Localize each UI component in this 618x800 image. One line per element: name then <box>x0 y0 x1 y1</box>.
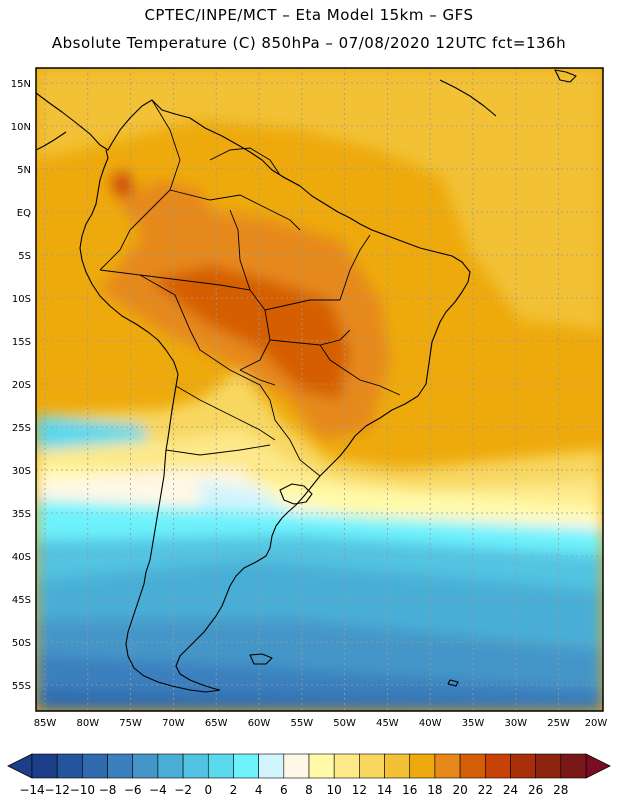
latitude-axis: 15N 10N 5N EQ 5S 10S 15S 20S 25S 30S 35S… <box>11 79 31 692</box>
lat-label: 40S <box>12 552 31 563</box>
colorbar-label: 24 <box>503 783 518 797</box>
lon-label: 70W <box>162 718 185 729</box>
colorbar-label: 18 <box>427 783 442 797</box>
lat-label: 50S <box>12 638 31 649</box>
lon-label: 50W <box>333 718 356 729</box>
lon-label: 40W <box>419 718 442 729</box>
lon-label: 65W <box>205 718 228 729</box>
colorbar-swatch <box>459 753 486 779</box>
colorbar-swatch <box>31 753 58 779</box>
colorbar-swatch <box>107 753 134 779</box>
lat-label: 15N <box>11 79 31 90</box>
colorbar-label: 20 <box>452 783 467 797</box>
colorbar-swatch <box>484 753 511 779</box>
map-frame <box>35 67 604 712</box>
lat-label: 20S <box>12 380 31 391</box>
colorbar-label: 14 <box>377 783 392 797</box>
colorbar-label: 16 <box>402 783 417 797</box>
colorbar-swatch <box>233 753 259 779</box>
colorbar-swatch <box>384 753 411 779</box>
lon-label: 60W <box>248 718 271 729</box>
lon-label: 80W <box>76 718 99 729</box>
lat-label: 45S <box>12 595 31 606</box>
colorbar-label: −14 <box>19 783 44 797</box>
colorbar-swatch <box>434 753 461 779</box>
colorbar-swatch <box>560 753 587 779</box>
lat-label: 55S <box>12 681 31 692</box>
colorbar-swatch <box>207 753 234 779</box>
graticule <box>36 68 603 711</box>
lon-label: 85W <box>34 718 57 729</box>
colorbar-label: −4 <box>149 783 167 797</box>
colorbar-swatch <box>132 753 159 779</box>
colorbar-overflow-triangle <box>585 753 611 779</box>
colorbar-swatch <box>283 753 310 779</box>
lat-label: 10N <box>11 122 31 133</box>
lon-label: 45W <box>376 718 399 729</box>
colorbar-label: 2 <box>230 783 238 797</box>
colorbar-swatch <box>56 753 83 779</box>
colorbar-swatch <box>82 753 108 779</box>
colorbar-label: 26 <box>528 783 543 797</box>
lon-label: 35W <box>462 718 485 729</box>
lon-label: 55W <box>290 718 313 729</box>
colorbar-label: −12 <box>45 783 70 797</box>
lat-label: EQ <box>17 208 31 219</box>
colorbar-label: 4 <box>255 783 263 797</box>
lon-label: 75W <box>119 718 142 729</box>
colorbar-swatch <box>308 753 335 779</box>
lon-label: 25W <box>547 718 570 729</box>
colorbar-label: 10 <box>327 783 342 797</box>
lat-label: 5N <box>17 165 31 176</box>
lat-label: 35S <box>12 509 31 520</box>
longitude-axis: 85W 80W 75W 70W 65W 60W 55W 50W 45W 40W … <box>34 718 608 729</box>
lat-label: 30S <box>12 466 31 477</box>
colorbar-underflow-triangle <box>7 753 33 779</box>
colorbar-label: −6 <box>124 783 142 797</box>
colorbar-swatch <box>182 753 209 779</box>
colorbar-swatch <box>409 753 436 779</box>
colorbar-swatch <box>359 753 385 779</box>
colorbar-swatch <box>258 753 285 779</box>
colorbar-label: −8 <box>99 783 117 797</box>
colorbar-label: 0 <box>204 783 212 797</box>
coastline <box>36 69 577 693</box>
lat-label: 10S <box>12 294 31 305</box>
lat-label: 15S <box>12 337 31 348</box>
colorbar-label: 6 <box>280 783 288 797</box>
lat-label: 5S <box>18 251 31 262</box>
colorbar-swatch <box>535 753 562 779</box>
lon-label: 30W <box>504 718 527 729</box>
colorbar-label: 12 <box>352 783 367 797</box>
colorbar-label: −2 <box>174 783 192 797</box>
colorbar-label: 28 <box>553 783 568 797</box>
lat-label: 25S <box>12 423 31 434</box>
colorbar-label: −10 <box>70 783 95 797</box>
colorbar-swatch <box>157 753 184 779</box>
colorbar-swatch <box>510 753 536 779</box>
country-borders <box>99 99 401 477</box>
colorbar: −14 −12 −10 −8 −6 −4 −2 0 2 4 6 8 10 12 14 16 18 20 22 24 26… <box>7 753 611 797</box>
map-title-line-1: CPTEC/INPE/MCT – Eta Model 15km – GFS <box>144 6 474 24</box>
colorbar-swatch <box>333 753 360 779</box>
temperature-field <box>36 68 603 711</box>
map-title-line-2: Absolute Temperature (C) 850hPa – 07/08/… <box>51 34 567 52</box>
colorbar-label: 22 <box>478 783 493 797</box>
colorbar-label: 8 <box>305 783 313 797</box>
lon-label: 20W <box>585 718 608 729</box>
